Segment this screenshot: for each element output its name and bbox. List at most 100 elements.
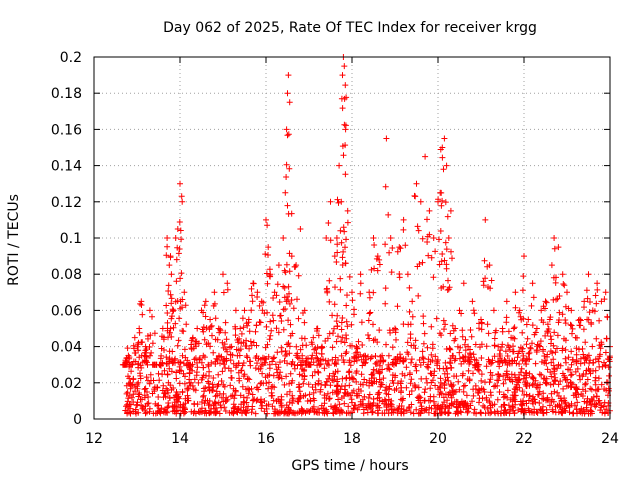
data-point-background [487,376,494,383]
data-point-background [547,381,554,388]
data-point-cluster [310,359,317,366]
data-point-cluster [355,338,362,345]
data-point-background [477,409,484,416]
data-point-background [228,374,235,381]
data-point-background [193,372,200,379]
data-point-background [266,365,273,372]
data-point-background [358,371,365,378]
data-point-peak [383,135,390,142]
data-point-background [546,402,553,409]
data-point-peak [318,343,325,350]
data-point-background [413,361,419,368]
data-point-background [213,409,220,416]
data-point-cluster [552,349,559,356]
data-point-background [491,383,497,390]
data-point-background [470,392,477,399]
data-point-cluster [326,298,333,305]
data-point-cluster [297,346,304,353]
data-point-cluster [561,282,568,289]
data-point-cluster [553,296,560,303]
data-point-background [210,375,217,381]
data-point-background [171,407,178,414]
data-point-peak [288,253,295,260]
data-point-cluster [210,349,217,356]
data-point-cluster [343,236,349,243]
data-point-background [375,389,382,396]
data-point-cluster [506,344,512,351]
data-point-background [312,381,319,388]
data-point-cluster [284,293,291,300]
data-point-peak [202,298,209,305]
data-point-peak [441,135,448,142]
data-point-background [543,379,550,386]
data-point-background [139,396,145,403]
data-point-peak [127,379,134,386]
data-point-cluster [580,351,587,358]
data-point-background [583,367,590,374]
data-point-cluster [343,318,350,325]
data-point-background [135,393,142,400]
data-point-background [513,376,520,383]
data-point-background [437,375,444,382]
data-point-peak [542,298,549,305]
data-point-peak [473,361,480,368]
data-point-background [487,389,494,396]
data-point-peak [439,144,446,151]
data-point-cluster [554,295,561,302]
data-point-background [243,399,250,406]
data-point-background [165,379,172,386]
data-point-cluster [429,345,436,352]
data-point-cluster [511,324,518,331]
data-point-cluster [529,340,535,347]
data-point-background [373,359,380,366]
data-point-background [146,405,153,412]
data-point-cluster [366,335,373,342]
data-point-cluster [260,299,267,306]
data-point-peak [589,307,596,314]
data-point-background [486,398,493,405]
data-point-background [582,388,589,395]
data-point-cluster [342,244,348,251]
data-point-background [569,381,576,388]
data-point-cluster [338,95,345,102]
x-tick-label: 16 [257,431,275,447]
data-point-background [181,380,188,387]
data-point-cluster [148,349,155,356]
data-point-cluster [250,339,257,346]
data-point-cluster [203,325,210,331]
data-point-peak [131,334,138,341]
data-point-peak [310,334,317,341]
data-point-cluster [338,338,345,345]
data-point-background [345,403,352,410]
data-point-cluster [443,265,450,272]
data-point-cluster [568,348,575,355]
data-point-cluster [209,332,215,339]
data-point-background [198,399,205,405]
data-point-background [417,410,424,417]
data-point-peak [338,198,345,205]
data-point-background [190,386,197,393]
data-point-cluster [143,358,150,365]
data-point-cluster [584,316,591,323]
axis-ticks: 0 0.02 0.04 0.06 0.08 0.1 0.12 0.14 0.16 0.18 0.2 1… [51,50,619,447]
data-point-cluster [419,259,426,266]
data-point-background [511,371,518,378]
data-point-cluster [166,329,173,336]
data-point-cluster [343,332,349,339]
data-point-cluster [481,257,488,264]
data-point-background [492,410,499,417]
data-point-cluster [165,288,172,294]
data-point-cluster [286,343,293,350]
data-point-cluster [441,326,447,333]
data-point-cluster [223,336,230,343]
data-point-cluster [593,300,600,307]
data-point-background [385,352,392,359]
data-point-background [335,396,342,403]
data-point-cluster [514,354,521,361]
x-tick-label: 14 [171,431,189,447]
data-point-background [210,402,217,409]
data-point-cluster [587,299,593,305]
data-point-background [406,391,413,398]
data-point-background [366,391,373,398]
data-point-cluster [320,356,326,363]
